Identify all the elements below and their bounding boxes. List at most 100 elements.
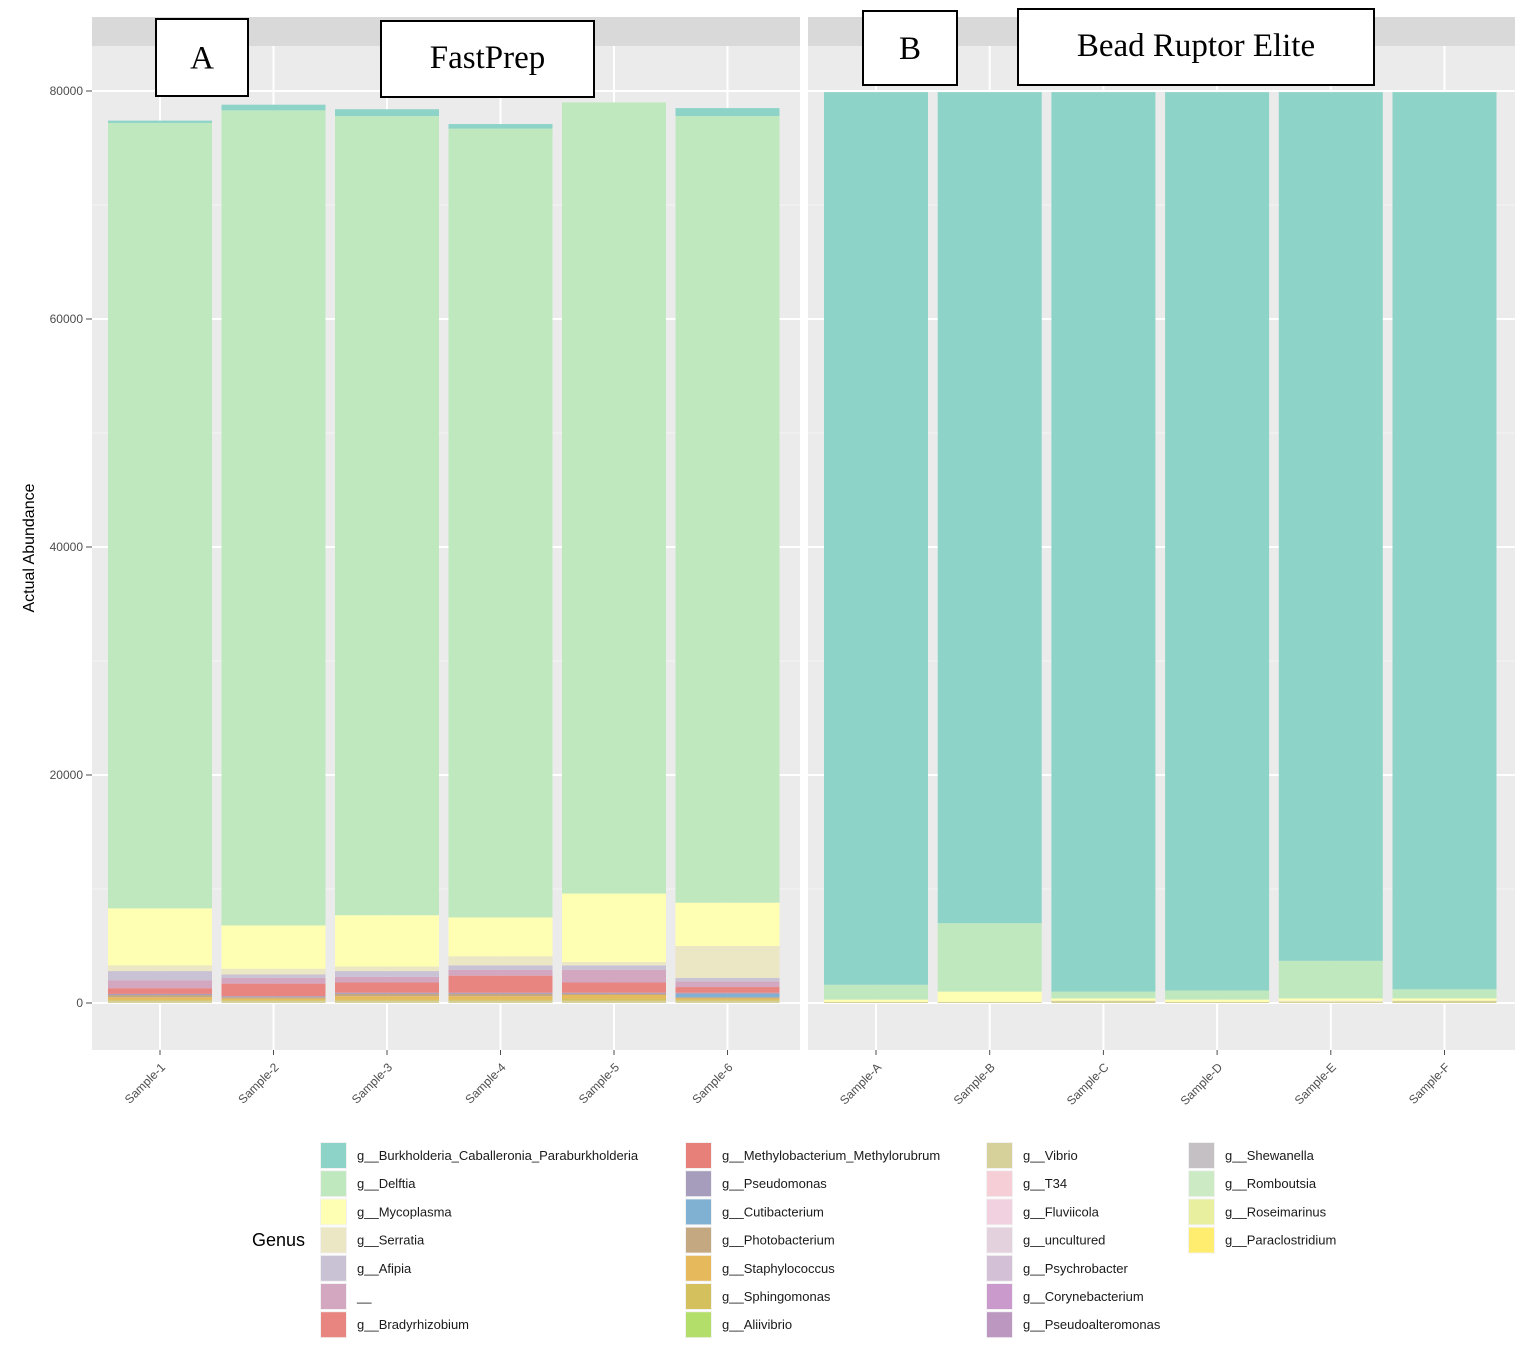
bar-segment: [108, 980, 212, 989]
bar-segment: [562, 998, 666, 1001]
x-tick-label: Sample-E: [1292, 1060, 1339, 1107]
bar-segment: [221, 110, 326, 926]
legend-label: g__Vibrio: [1023, 1148, 1078, 1163]
bar-segment: [108, 122, 212, 909]
bar-segment: [1051, 1000, 1156, 1003]
bar-segment: [562, 893, 666, 962]
bar-segment: [562, 982, 666, 993]
bar-segment: [1392, 998, 1497, 1001]
panel-letter: A: [190, 41, 214, 77]
x-tick-label: Sample-D: [1178, 1060, 1226, 1108]
bar-segment: [937, 923, 1042, 992]
bar-segment: [448, 1000, 553, 1003]
legend-swatch: [686, 1227, 711, 1253]
bar-segment: [675, 108, 780, 117]
legend-label: g__Burkholderia_Caballeronia_Paraburkhol…: [357, 1148, 639, 1163]
bar-Sample-F: [1392, 92, 1497, 1003]
chart-panels: Sample-1 Sample-2 Sample-3 Sample-4 Sample-5…: [92, 8, 1515, 1108]
legend-swatch: [321, 1312, 346, 1338]
bar-segment: [1051, 92, 1156, 992]
legend-swatch: [987, 1284, 1012, 1309]
bar-segment: [562, 961, 666, 966]
bar-segment: [1051, 998, 1156, 1001]
panel-B: Sample-A Sample-B Sample-C Sample-D Sample-E…: [808, 8, 1515, 1108]
legend-swatch: [987, 1227, 1012, 1253]
legend-item: g__Pseudoalteromonas: [986, 1311, 1161, 1339]
legend-label: g__Serratia: [357, 1233, 425, 1248]
bar-Sample-E: [1278, 92, 1383, 1003]
bar-segment: [108, 995, 212, 998]
legend-label: g__Romboutsia: [1225, 1176, 1317, 1191]
x-tick-label: Sample-5: [576, 1060, 622, 1106]
bar-Sample-4: [448, 124, 553, 1003]
bar-segment: [221, 925, 326, 969]
bar-segment: [448, 128, 553, 918]
bar-segment: [335, 966, 439, 972]
legend: Genus g__Burkholderia_Caballeronia_Parabu…: [252, 1142, 1336, 1339]
bar-segment: [1392, 1000, 1497, 1003]
bar-segment: [448, 993, 553, 997]
y-tick-label: 60000: [50, 312, 84, 326]
bar-segment: [448, 975, 553, 993]
x-tick-label: Sample-6: [689, 1060, 735, 1106]
legend-swatch: [987, 1199, 1012, 1225]
bar-segment: [448, 917, 553, 957]
bar-segment: [335, 982, 439, 993]
legend-item: g__Corynebacterium: [986, 1283, 1144, 1310]
legend-label: __: [356, 1289, 372, 1304]
x-tick-label: Sample-2: [235, 1060, 281, 1106]
panel-A: Sample-1 Sample-2 Sample-3 Sample-4 Sample-5…: [92, 17, 800, 1106]
bar-segment: [448, 956, 553, 966]
bar-segment: [108, 965, 212, 972]
y-tick-label: 20000: [50, 768, 84, 782]
legend-swatch: [987, 1255, 1012, 1281]
legend-swatch: [321, 1255, 346, 1281]
bar-segment: [675, 999, 780, 1001]
bar-segment: [448, 999, 553, 1001]
legend-label: g__Staphylococcus: [722, 1261, 835, 1276]
legend-swatch: [321, 1284, 346, 1309]
bar-segment: [1165, 1001, 1270, 1003]
bar-Sample-3: [335, 109, 439, 1003]
panel-letter: B: [899, 31, 921, 67]
bar-segment: [824, 1001, 928, 1003]
legend-item: g__Delftia: [320, 1170, 416, 1198]
panel-letter-box: [155, 18, 249, 97]
legend-item: g__Cutibacterium: [685, 1198, 824, 1226]
x-tick-label: Sample-1: [122, 1060, 168, 1106]
bar-segment: [937, 92, 1042, 924]
panel-method-box: [380, 20, 595, 98]
legend-label: g__Roseimarinus: [1225, 1204, 1327, 1219]
bar-Sample-B: [937, 92, 1042, 1003]
bar-segment: [1392, 92, 1497, 990]
legend-swatch: [686, 1255, 711, 1281]
bar-segment: [1278, 960, 1383, 999]
bar-segment: [937, 1001, 1042, 1003]
legend-swatch: [321, 1143, 346, 1168]
x-tick-label: Sample-C: [1064, 1060, 1112, 1108]
bar-segment: [108, 971, 212, 981]
bar-segment: [221, 998, 326, 1000]
bar-segment: [675, 987, 780, 993]
legend-label: g__Methylobacterium_Methylorubrum: [722, 1148, 940, 1163]
bar-segment: [1278, 998, 1383, 1001]
bar-segment: [335, 1000, 439, 1003]
legend-title: Genus: [252, 1230, 305, 1250]
bar-Sample-6: [675, 108, 780, 1003]
bar-segment: [108, 997, 212, 1000]
legend-item: g__T34: [986, 1170, 1067, 1198]
bar-segment: [675, 946, 780, 978]
legend-swatch: [686, 1199, 711, 1225]
legend-swatch: [1189, 1143, 1214, 1168]
legend-swatch: [686, 1171, 711, 1197]
legend-label: g__Corynebacterium: [1023, 1289, 1144, 1304]
x-tick-label: Sample-4: [462, 1060, 508, 1106]
bar-segment: [1278, 1001, 1383, 1003]
bar-segment: [1392, 989, 1497, 999]
bar-segment: [675, 116, 780, 903]
bar-segment: [1278, 1000, 1383, 1002]
bar-segment: [675, 981, 780, 988]
legend-item: g__Paraclostridium: [1188, 1226, 1336, 1254]
bar-segment: [221, 974, 326, 978]
x-tick-label: Sample-B: [951, 1060, 998, 1107]
